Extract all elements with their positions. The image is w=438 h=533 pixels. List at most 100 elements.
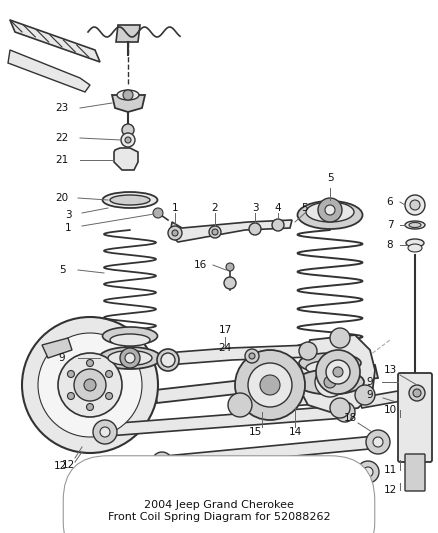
Ellipse shape (110, 195, 150, 205)
Circle shape (228, 393, 252, 417)
Text: 14: 14 (288, 427, 302, 437)
Ellipse shape (102, 192, 158, 208)
Circle shape (224, 277, 236, 289)
Circle shape (330, 328, 350, 348)
Text: 22: 22 (55, 133, 69, 143)
Text: 10: 10 (383, 405, 396, 415)
Polygon shape (160, 345, 310, 367)
Text: 12: 12 (61, 460, 74, 470)
Circle shape (324, 376, 336, 388)
Circle shape (38, 333, 142, 437)
Ellipse shape (408, 244, 422, 252)
Circle shape (405, 195, 425, 215)
Text: 9: 9 (59, 353, 65, 363)
Circle shape (125, 353, 135, 363)
Ellipse shape (157, 349, 179, 371)
Text: 13: 13 (383, 365, 397, 375)
FancyBboxPatch shape (398, 373, 432, 462)
Ellipse shape (409, 222, 421, 228)
Polygon shape (42, 338, 72, 358)
Polygon shape (155, 365, 378, 403)
Circle shape (363, 467, 373, 477)
Polygon shape (200, 466, 372, 500)
Polygon shape (114, 148, 138, 170)
Circle shape (330, 398, 350, 418)
Circle shape (22, 317, 158, 453)
Circle shape (315, 367, 345, 397)
Circle shape (158, 458, 166, 466)
Circle shape (248, 363, 292, 407)
Text: 17: 17 (219, 325, 232, 335)
FancyBboxPatch shape (405, 454, 425, 491)
Text: 1: 1 (172, 203, 178, 213)
Polygon shape (160, 436, 382, 468)
Polygon shape (235, 390, 372, 410)
Text: 5: 5 (59, 265, 65, 275)
Ellipse shape (110, 334, 150, 346)
Polygon shape (10, 20, 100, 62)
Circle shape (125, 137, 131, 143)
Circle shape (123, 90, 133, 100)
Text: 15: 15 (248, 427, 261, 437)
Text: 18: 18 (343, 413, 357, 423)
Circle shape (100, 427, 110, 437)
Ellipse shape (297, 201, 363, 229)
Text: 9: 9 (367, 390, 373, 400)
Polygon shape (358, 388, 418, 408)
Circle shape (272, 219, 284, 231)
Ellipse shape (306, 360, 354, 376)
Text: 24: 24 (219, 343, 232, 353)
Text: 19: 19 (318, 497, 332, 507)
Ellipse shape (299, 353, 361, 373)
Text: 1: 1 (65, 223, 71, 233)
Text: 2: 2 (212, 203, 218, 213)
Circle shape (409, 385, 425, 401)
Ellipse shape (108, 351, 152, 366)
Polygon shape (100, 406, 348, 436)
Circle shape (373, 437, 383, 447)
Circle shape (67, 370, 74, 377)
Circle shape (212, 229, 218, 235)
Text: 3: 3 (252, 203, 258, 213)
Polygon shape (298, 335, 375, 412)
Circle shape (355, 385, 375, 405)
Text: 8: 8 (387, 240, 393, 250)
Ellipse shape (102, 327, 158, 345)
Circle shape (226, 263, 234, 271)
Polygon shape (112, 95, 145, 112)
Circle shape (74, 369, 106, 401)
Circle shape (106, 370, 113, 377)
Text: 2004 Jeep Grand Cherokee
Front Coil Spring Diagram for 52088262: 2004 Jeep Grand Cherokee Front Coil Spri… (108, 500, 330, 522)
Circle shape (93, 420, 117, 444)
Circle shape (245, 349, 259, 363)
Ellipse shape (99, 347, 161, 369)
Circle shape (86, 359, 93, 367)
Circle shape (172, 230, 178, 236)
Circle shape (357, 461, 379, 483)
Text: 16: 16 (193, 260, 207, 270)
Circle shape (325, 205, 335, 215)
Ellipse shape (296, 369, 364, 394)
Circle shape (161, 353, 175, 367)
Circle shape (318, 198, 342, 222)
Text: 20: 20 (56, 193, 69, 203)
Circle shape (194, 484, 214, 504)
Text: 21: 21 (55, 155, 69, 165)
Ellipse shape (306, 202, 354, 222)
Circle shape (335, 402, 355, 422)
Circle shape (326, 360, 350, 384)
Circle shape (58, 353, 122, 417)
Circle shape (366, 430, 390, 454)
Text: 9: 9 (367, 377, 373, 387)
Circle shape (410, 200, 420, 210)
Circle shape (106, 392, 113, 400)
Ellipse shape (117, 90, 139, 100)
Circle shape (249, 223, 261, 235)
Circle shape (84, 379, 96, 391)
Circle shape (299, 342, 317, 360)
Circle shape (333, 367, 343, 377)
Circle shape (153, 208, 163, 218)
Text: 3: 3 (65, 210, 71, 220)
Circle shape (121, 133, 135, 147)
Text: 6: 6 (387, 197, 393, 207)
